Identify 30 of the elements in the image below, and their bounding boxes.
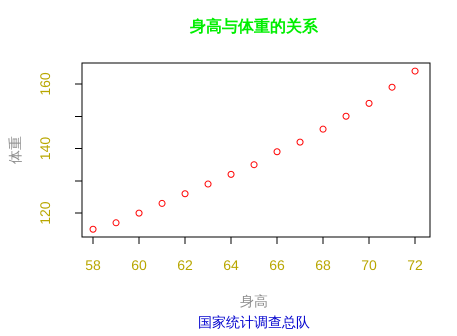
point	[228, 170, 235, 178]
x-tick-label: 68	[315, 256, 332, 273]
point	[296, 138, 304, 146]
point	[182, 190, 189, 198]
chart-title: 身高与体重的关系	[189, 16, 319, 36]
x-tick-label: 72	[407, 256, 424, 273]
point	[112, 219, 120, 226]
y-tick-label: 160	[36, 72, 53, 96]
point	[136, 210, 143, 217]
x-axis-title: 身高	[240, 292, 268, 309]
x-tick-label: 66	[269, 256, 286, 273]
point	[320, 126, 327, 133]
x-tick-label: 64	[223, 256, 240, 273]
x-tick-label: 60	[131, 256, 148, 273]
point	[204, 180, 212, 188]
x-tick-label: 58	[85, 256, 102, 273]
y-tick-label: 140	[36, 136, 53, 160]
point	[388, 84, 396, 91]
y-tick-label: 120	[36, 201, 53, 225]
x-tick-label: 70	[361, 256, 378, 273]
y-axis-title: 体重	[6, 136, 23, 164]
point	[274, 148, 281, 156]
point	[366, 100, 373, 107]
point	[412, 68, 419, 75]
point	[158, 200, 166, 207]
point	[90, 226, 97, 233]
point	[250, 161, 258, 168]
point	[342, 112, 350, 120]
text: 国家统计调查总队	[198, 314, 310, 330]
x-tick-label: 62	[177, 256, 194, 273]
